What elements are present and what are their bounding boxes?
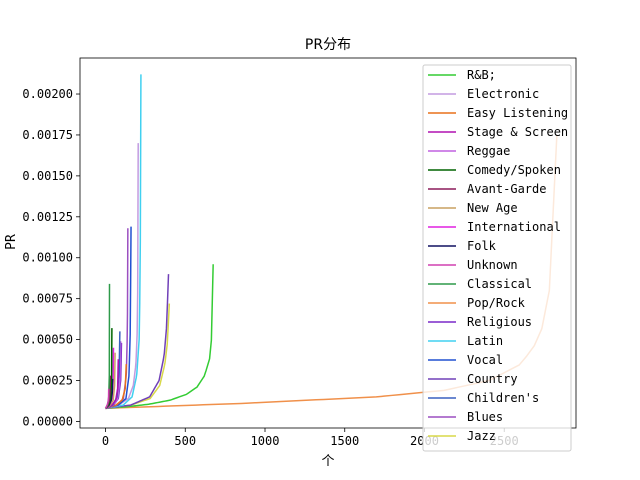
legend-label: Comedy/Spoken bbox=[467, 163, 561, 177]
y-tick-label: 0.00075 bbox=[22, 292, 73, 306]
y-tick-label: 0.00175 bbox=[22, 128, 73, 142]
legend-label: Easy Listening bbox=[467, 106, 568, 120]
x-tick-label: 1500 bbox=[330, 434, 359, 448]
legend-label: Jazz bbox=[467, 429, 496, 443]
legend-label: Vocal bbox=[467, 353, 503, 367]
legend-label: New Age bbox=[467, 201, 518, 215]
y-tick-label: 0.00150 bbox=[22, 169, 73, 183]
x-tick-label: 0 bbox=[102, 434, 109, 448]
y-tick-label: 0.00125 bbox=[22, 210, 73, 224]
x-tick-label: 1000 bbox=[251, 434, 280, 448]
legend-label: Electronic bbox=[467, 87, 539, 101]
axes-frame bbox=[79, 57, 577, 429]
x-axis-title: 个 bbox=[321, 454, 334, 469]
legend-label: Pop/Rock bbox=[467, 296, 526, 310]
legend-label: Avant-Garde bbox=[467, 182, 546, 196]
plot-area bbox=[104, 74, 558, 410]
y-tick-label: 0.00200 bbox=[22, 87, 73, 101]
series-line bbox=[104, 388, 110, 409]
legend: R&B; Electronic Easy Listening Stage & Scre… bbox=[422, 64, 572, 452]
chart-title: PR分布 bbox=[305, 37, 351, 53]
y-tick-label: 0.00025 bbox=[22, 374, 73, 388]
legend-label: Religious bbox=[467, 315, 532, 329]
legend-label: Blues bbox=[467, 410, 503, 424]
legend-label: International bbox=[467, 220, 561, 234]
legend-label: Folk bbox=[467, 239, 497, 253]
legend-label: Unknown bbox=[467, 258, 518, 272]
y-tick-label: 0.00050 bbox=[22, 333, 73, 347]
legend-label: Country bbox=[467, 372, 518, 386]
legend-label: Latin bbox=[467, 334, 503, 348]
y-tick-label: 0.00100 bbox=[22, 251, 73, 265]
legend-label: R&B; bbox=[467, 68, 496, 82]
legend-label: Children's bbox=[467, 391, 539, 405]
y-axis-title: PR bbox=[4, 234, 19, 250]
legend-box bbox=[422, 64, 572, 452]
y-tick-label: 0.00000 bbox=[22, 414, 73, 428]
series-line bbox=[105, 264, 214, 410]
x-tick-label: 500 bbox=[174, 434, 196, 448]
legend-label: Reggae bbox=[467, 144, 510, 158]
legend-label: Classical bbox=[467, 277, 532, 291]
legend-label: Stage & Screen bbox=[467, 125, 568, 139]
